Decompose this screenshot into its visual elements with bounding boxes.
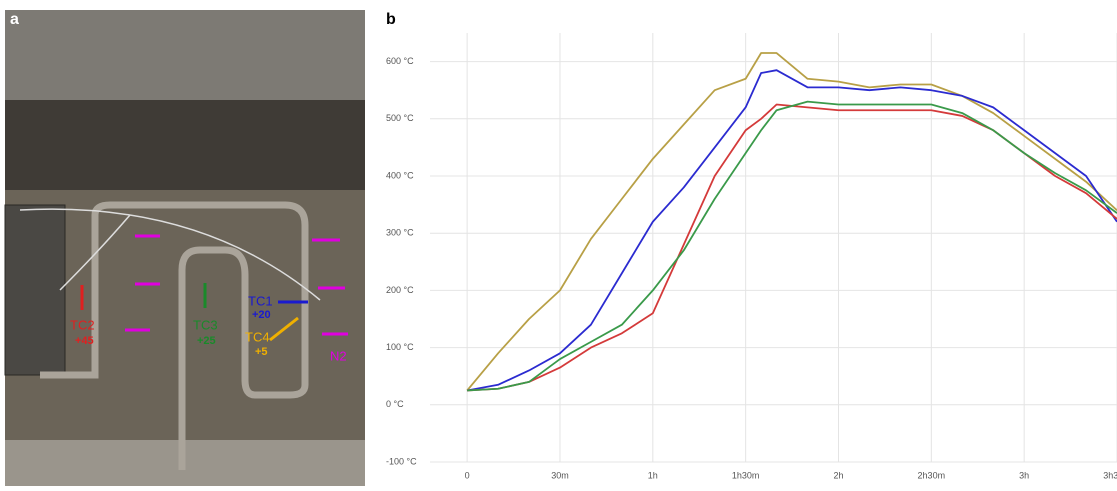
x-tick-label: 1h bbox=[648, 470, 658, 480]
panel-label: a bbox=[10, 11, 19, 28]
annotation: +25 bbox=[197, 335, 216, 347]
series-line bbox=[467, 100, 1117, 392]
y-tick-label: 0 °C bbox=[386, 399, 404, 409]
x-tick-label: 30m bbox=[551, 470, 569, 480]
y-tick-label: 400 °C bbox=[386, 170, 414, 180]
x-tick-label: 2h30m bbox=[918, 470, 946, 480]
plot: -100 °C 0 °C 100 °C 200 °C 300 °C 400 °C 500 °… bbox=[386, 33, 1117, 480]
x-tick-label: 3h30m bbox=[1103, 470, 1117, 480]
x-tick-label: 3h bbox=[1019, 470, 1029, 480]
photo-top bbox=[5, 10, 365, 100]
photo-arrows bbox=[80, 234, 348, 342]
y-tick-label: 500 °C bbox=[386, 113, 414, 123]
y-tick-label: 300 °C bbox=[386, 228, 414, 238]
y-tick-label: 200 °C bbox=[386, 285, 414, 295]
annotation: TC1 bbox=[248, 293, 273, 308]
photo: TC2 +45 TC3 +25 TC1 +20 TC4 +5 N2 a bbox=[4, 10, 365, 486]
annotation: TC2 bbox=[70, 317, 95, 332]
x-tick-label: 2h bbox=[833, 470, 843, 480]
annotation: N2 bbox=[330, 348, 347, 363]
photo-wire bbox=[19, 208, 321, 301]
x-tick-label: 0 bbox=[465, 470, 470, 480]
annotation: +5 bbox=[255, 346, 268, 358]
y-tick-label: 600 °C bbox=[386, 56, 414, 66]
annotation: TC3 bbox=[193, 317, 218, 332]
annotation: TC4 bbox=[245, 329, 270, 344]
photo-box bbox=[4, 204, 66, 376]
annotation: +45 bbox=[75, 335, 94, 347]
series-line bbox=[466, 69, 1117, 392]
series-line bbox=[466, 52, 1117, 392]
panel-label: b bbox=[386, 11, 396, 28]
photo-tube bbox=[40, 201, 309, 470]
y-tick-label: 100 °C bbox=[386, 342, 414, 352]
x-tick-label: 1h30m bbox=[732, 470, 760, 480]
photo-wall bbox=[5, 100, 365, 190]
annotation: +20 bbox=[252, 309, 271, 321]
y-tick-label: -100 °C bbox=[386, 456, 417, 466]
